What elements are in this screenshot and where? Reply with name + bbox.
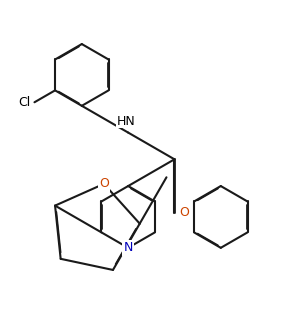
Text: O: O — [99, 177, 109, 190]
Text: Cl: Cl — [18, 96, 30, 109]
Text: HN: HN — [117, 115, 136, 128]
Text: N: N — [124, 241, 133, 254]
Text: O: O — [179, 206, 189, 219]
